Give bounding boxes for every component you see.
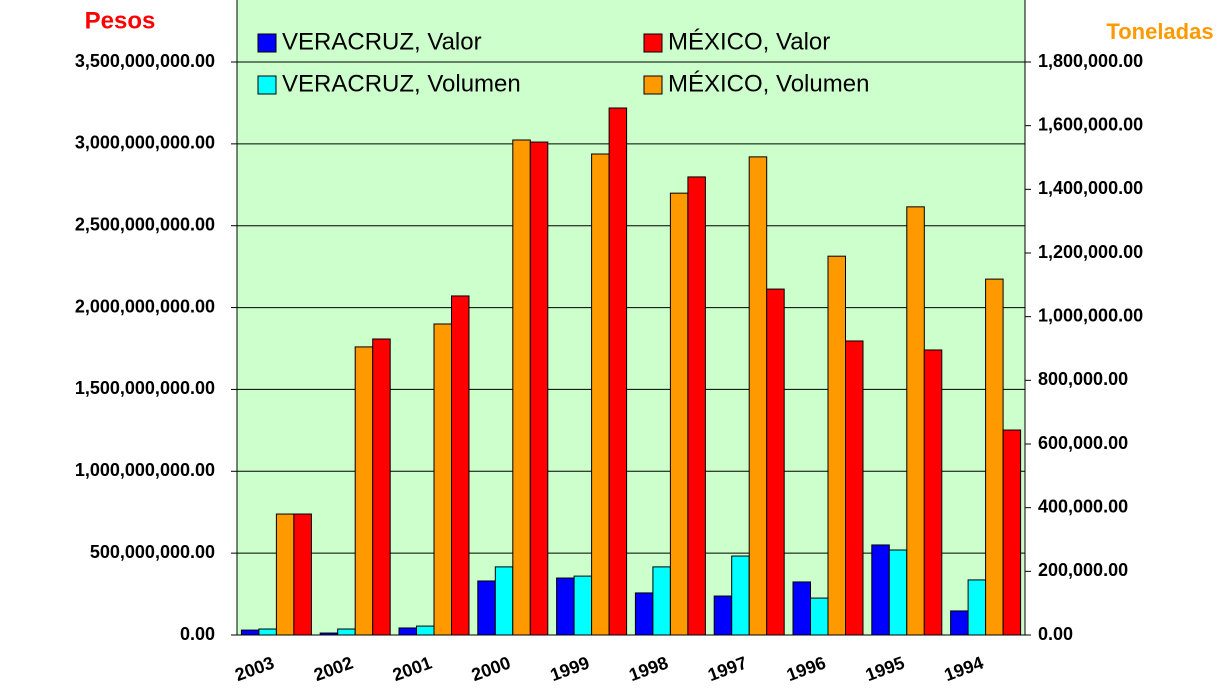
y-axis-label: Pesos: [85, 7, 156, 34]
x-tick-label: 1998: [626, 653, 670, 685]
y2-tick-label: 0.00: [1038, 624, 1073, 644]
y2-tick-label: 600,000.00: [1038, 433, 1128, 453]
bar: [845, 340, 864, 636]
x-tick-label: 1997: [705, 653, 749, 685]
y2-axis-label: Toneladas: [1106, 19, 1213, 44]
y-tick-label: 3,500,000,000.00: [75, 51, 215, 71]
y-tick-label: 1,000,000,000.00: [75, 460, 215, 480]
y-tick-label: 1,500,000,000.00: [75, 378, 215, 398]
bar: [810, 597, 829, 636]
bar: [337, 628, 356, 636]
y-tick-label: 3,000,000,000.00: [75, 133, 215, 153]
x-tick-label: 2003: [232, 653, 276, 685]
legend-label: MÉXICO, Valor: [668, 28, 830, 55]
x-tick-label: 2000: [469, 653, 513, 685]
legend-label: VERACRUZ, Volumen: [282, 70, 521, 97]
x-tick-label: 2002: [311, 653, 355, 685]
legend-label: MÉXICO, Volumen: [668, 70, 869, 97]
bar: [372, 338, 391, 636]
bar: [433, 323, 452, 636]
bar: [871, 544, 890, 636]
bar: [888, 549, 908, 636]
bar: [398, 627, 417, 636]
legend-swatch: [257, 75, 277, 95]
y2-tick-label: 800,000.00: [1038, 369, 1128, 389]
bar: [967, 579, 987, 636]
bar: [731, 555, 750, 636]
bar: [275, 513, 295, 636]
bar: [634, 592, 654, 636]
bar: [748, 156, 768, 636]
x-tick-label: 2001: [390, 653, 434, 685]
y2-tick-label: 400,000.00: [1038, 496, 1128, 516]
bar: [529, 141, 549, 636]
legend-swatch: [257, 33, 277, 53]
x-tick-label: 1996: [784, 653, 828, 685]
bar: [240, 629, 260, 636]
bar: [573, 575, 593, 636]
legend-label: VERACRUZ, Valor: [282, 28, 482, 55]
y2-tick-label: 1,000,000.00: [1038, 305, 1143, 325]
legend-swatch: [643, 75, 663, 95]
x-tick-label: 1994: [942, 653, 986, 685]
bar: [293, 513, 312, 636]
bar: [652, 566, 671, 636]
bar: [608, 107, 628, 636]
x-tick-label: 1995: [863, 653, 907, 685]
bar: [477, 580, 496, 636]
bar: [512, 139, 531, 636]
bar: [416, 625, 435, 636]
y2-tick-label: 1,200,000.00: [1038, 242, 1143, 262]
bar: [1002, 429, 1022, 636]
legend-swatch: [643, 33, 663, 53]
y2-tick-label: 1,400,000.00: [1038, 178, 1143, 198]
bar: [687, 176, 706, 636]
bar: [258, 628, 277, 636]
x-tick-label: 1999: [548, 653, 592, 685]
bar: [985, 278, 1004, 636]
bar: [766, 288, 785, 636]
bar: [827, 255, 846, 636]
y-tick-label: 2,000,000,000.00: [75, 296, 215, 316]
y2-tick-label: 1,800,000.00: [1038, 51, 1143, 71]
y-tick-label: 0.00: [180, 624, 215, 644]
bar: [906, 206, 925, 636]
bar: [669, 192, 689, 636]
bar: [923, 349, 943, 636]
bar: [713, 595, 733, 636]
bar: [354, 346, 374, 636]
bar: [792, 581, 811, 636]
bar: [556, 577, 575, 636]
y-tick-label: 2,500,000,000.00: [75, 214, 215, 234]
bar: [494, 566, 514, 636]
y2-tick-label: 200,000.00: [1038, 560, 1128, 580]
bar: [591, 153, 610, 636]
y2-tick-label: 1,600,000.00: [1038, 114, 1143, 134]
bar: [950, 610, 969, 636]
bar: [451, 295, 470, 636]
y-tick-label: 500,000,000.00: [90, 542, 215, 562]
